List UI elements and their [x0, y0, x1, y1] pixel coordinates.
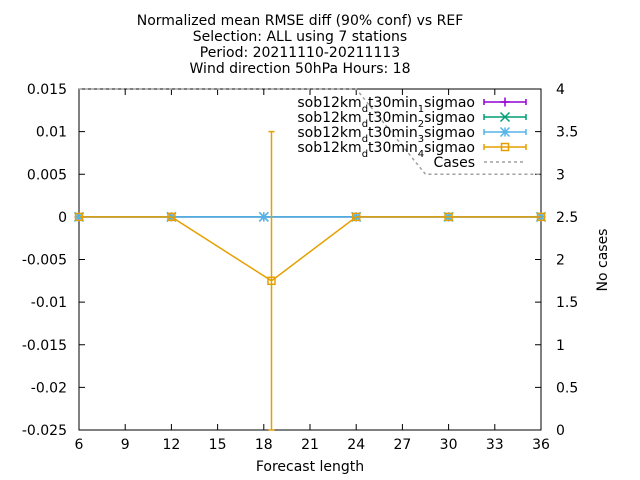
legend-entry: sob12kmdt30min2sigmao	[297, 110, 527, 130]
cases-series	[79, 88, 541, 175]
y2-tick-label: 1	[556, 338, 565, 354]
series-line	[79, 216, 541, 282]
y-tick-label: -0.02	[31, 380, 67, 396]
y-tick-label: -0.015	[22, 338, 67, 354]
cases-line	[79, 88, 541, 175]
x-tick-label: 12	[162, 437, 180, 453]
legend: sob12kmdt30min1sigmaosob12kmdt30min2sigm…	[297, 95, 527, 171]
data-point	[258, 211, 269, 222]
x-axis-label: Forecast length	[256, 459, 364, 475]
x-tick-label: 9	[121, 437, 130, 453]
y-tick-label: -0.005	[22, 253, 67, 269]
data-point	[444, 212, 453, 222]
y2-tick-label: 0	[556, 423, 565, 439]
data-point	[500, 142, 510, 152]
y2-tick-label: 4	[556, 82, 565, 98]
y2-tick-label: 0.5	[556, 380, 578, 396]
legend-label: sob12kmdt30min1sigmao	[297, 95, 475, 115]
y2-tick-label: 2.5	[556, 210, 578, 226]
x-tick-label: 27	[393, 437, 411, 453]
data-point	[351, 212, 361, 222]
legend-label: sob12kmdt30min2sigmao	[297, 110, 475, 130]
series-4	[74, 130, 546, 431]
title-line: Normalized mean RMSE diff (90% conf) vs …	[137, 13, 464, 29]
x-tick-label: 36	[532, 437, 550, 453]
title-line: Selection: ALL using 7 stations	[193, 29, 407, 45]
y-tick-label: 0.01	[36, 125, 67, 141]
data-point	[74, 212, 84, 222]
data-point	[536, 212, 546, 222]
y-tick-label: 0.005	[27, 167, 67, 183]
axis-ticks: 6 9 12 15 18 21 24 27 30 33 360.0150.010.0050-0.00…	[22, 82, 578, 453]
x-tick-label: 30	[440, 437, 458, 453]
data-point	[499, 111, 511, 123]
x-tick-label: 6	[75, 437, 84, 453]
x-tick-label: 18	[255, 437, 273, 453]
chart-title: Normalized mean RMSE diff (90% conf) vs …	[137, 13, 464, 77]
y2-tick-label: 2	[556, 253, 565, 269]
x-tick-label: 24	[347, 437, 365, 453]
legend-entry: sob12kmdt30min1sigmao	[297, 95, 527, 115]
y2-axis-label: No cases	[595, 229, 611, 292]
title-line: Wind direction 50hPa Hours: 18	[190, 61, 411, 77]
y-tick-label: 0	[58, 210, 67, 226]
legend-label: sob12kmdt30min3sigmao	[297, 125, 475, 145]
x-tick-label: 21	[301, 437, 319, 453]
y-tick-label: 0.015	[27, 82, 67, 98]
legend-entry-cases: Cases	[433, 155, 526, 171]
title-line: Period: 20211110-20211113	[200, 45, 400, 61]
y2-tick-label: 1.5	[556, 295, 578, 311]
y2-tick-label: 3.5	[556, 125, 578, 141]
y2-tick-label: 3	[556, 167, 565, 183]
y-tick-label: -0.01	[31, 295, 67, 311]
data-point	[499, 126, 511, 138]
legend-label: sob12kmdt30min4sigmao	[297, 140, 475, 160]
x-tick-label: 15	[209, 437, 227, 453]
data-point	[267, 276, 276, 286]
data-point	[167, 212, 176, 222]
x-tick-label: 33	[486, 437, 504, 453]
y-tick-label: -0.025	[22, 423, 67, 439]
legend-entry: sob12kmdt30min4sigmao	[297, 140, 527, 160]
legend-entry: sob12kmdt30min3sigmao	[297, 125, 527, 145]
legend-label: Cases	[433, 155, 475, 171]
data-series	[73, 130, 547, 431]
data-point	[500, 97, 510, 107]
